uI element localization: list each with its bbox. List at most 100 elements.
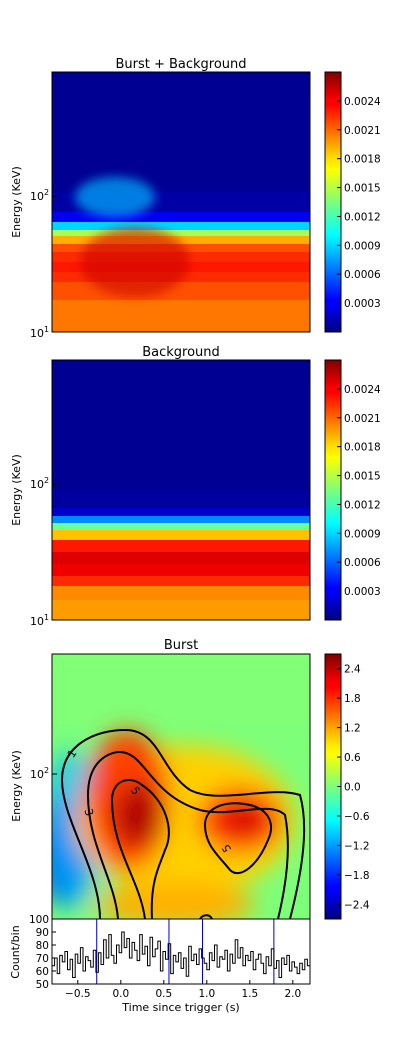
colorbar-tick-label: 0.6	[344, 752, 361, 764]
y-tick-label: 80	[36, 940, 49, 952]
colorbar-tick-label: 0.0012	[344, 499, 381, 511]
colorbar-tick-label: 0.0018	[344, 442, 381, 454]
svg-text:102: 102	[30, 766, 49, 781]
p3-heatmap: 1 3 5 5	[52, 654, 310, 919]
colorbar-tick-label: 0.0003	[344, 298, 381, 310]
colorbar-tick-label: 0.0024	[344, 96, 381, 108]
y-tick-label: 50	[36, 979, 49, 991]
contour-small	[199, 914, 213, 919]
p2-ytick-10-base: 10	[30, 615, 44, 628]
burst-background-panel: Burst + Background Energy (KeV) 102 101 …	[10, 57, 381, 340]
p2-ytick-100-base: 10	[30, 478, 44, 491]
heatmap-band	[52, 72, 310, 193]
y-tick-label: 90	[36, 927, 49, 939]
colorbar-tick-label: 2.4	[344, 664, 361, 676]
x-tick-label: −0.5	[65, 988, 91, 1000]
colorbar-tick-label: −1.8	[344, 870, 370, 882]
svg-text:101: 101	[30, 613, 49, 628]
heatmap-band	[52, 540, 310, 553]
heatmap-band	[52, 552, 310, 565]
p2-ylabel: Energy (KeV)	[10, 454, 23, 526]
p4-count-line	[52, 931, 310, 978]
colorbar-tick-label: 0.0003	[344, 586, 381, 598]
heatmap-band	[52, 222, 310, 231]
heatmap-band	[52, 523, 310, 531]
colorbar-tick-label: 0.0012	[344, 211, 381, 223]
colorbar-tick-label: −2.4	[344, 899, 370, 911]
p2-colorbar: 0.0003 0.0006 0.0009 0.0012 0.0015 0.0018 0.00…	[324, 359, 381, 621]
colorbar-tick-label: 0.0009	[344, 240, 381, 252]
p1-ytick-100-exp: 2	[44, 188, 49, 197]
colorbar-tick-label: 0.0024	[344, 384, 381, 396]
p3-ytick-100-base: 10	[30, 768, 44, 781]
p2-heatmap	[52, 360, 310, 620]
p3-ytick-100: 102	[30, 766, 57, 781]
contour-1	[60, 728, 306, 919]
p3-ytick-100-exp: 2	[44, 766, 49, 775]
p4-axes-bg	[52, 919, 310, 984]
panel3-title: Burst	[164, 638, 198, 653]
p1-ytick-100-base: 10	[30, 190, 44, 203]
p4-xticks: −0.5 0.0 0.5 1.0 1.5 2.0	[65, 980, 301, 1000]
heatmap-band	[52, 508, 310, 517]
p1-ytick-10-base: 10	[30, 327, 44, 340]
colorbar-tick-label: −1.2	[344, 840, 370, 852]
p4-xlabel: Time since trigger (s)	[121, 1001, 239, 1014]
colorbar-tick-label: 0.0018	[344, 154, 381, 166]
heatmap-band	[52, 230, 310, 237]
colorbar-tick-label: 1.8	[344, 693, 361, 705]
contour-label-3: 3	[81, 807, 95, 817]
heatmap-band	[52, 600, 310, 620]
p1-ylabel: Energy (KeV)	[10, 166, 23, 238]
panel1-title: Burst + Background	[115, 57, 246, 72]
background-panel: Background Energy (KeV) 102 101 0.00030.…	[10, 345, 381, 628]
p1-heatmap	[52, 72, 310, 332]
p3-colorbar: −2.4 −1.8 −1.2 −0.6 0.0 0.6 1.2 1.8 2.4	[324, 653, 370, 920]
x-tick-label: 1.0	[198, 988, 215, 1000]
colorbar-gradient	[324, 71, 342, 333]
burst-panel: Burst 1 3 5 5 Energy (	[10, 638, 370, 920]
p2-axes-frame	[51, 359, 311, 621]
heatmap-band	[52, 564, 310, 577]
p4-axes-frame	[51, 918, 311, 985]
p1-colorbar: 0.0003 0.0006 0.0009 0.0012 0.0015 0.0018 0.00…	[324, 71, 381, 333]
heatmap-band	[52, 300, 310, 332]
heatmap-band	[52, 282, 310, 301]
heatmap-band	[52, 360, 310, 491]
y-tick-label: 100	[29, 914, 49, 926]
colorbar-tick-label: −0.6	[344, 811, 370, 823]
colorbar-tick-label: 0.0021	[344, 125, 381, 137]
heatmap-band	[52, 586, 310, 601]
x-tick-label: 0.0	[112, 988, 129, 1000]
p4-ylabel: Count/bin	[9, 925, 22, 978]
burst-hotspot	[80, 227, 190, 297]
p3-hot-left-core	[114, 783, 162, 847]
y-tick-label: 60	[36, 966, 49, 978]
p1-ytick-10-exp: 1	[44, 325, 49, 334]
x-tick-label: 2.0	[284, 988, 301, 1000]
svg-text:101: 101	[30, 325, 49, 340]
contour-3	[86, 750, 289, 919]
p3-warm-bottom	[95, 883, 255, 919]
heatmap-band	[52, 490, 310, 509]
heatmap-band	[52, 576, 310, 587]
p3-upper-field	[52, 654, 310, 724]
contour-5-right	[203, 802, 272, 875]
p2-ytick-10-exp: 1	[44, 613, 49, 622]
svg-text:102: 102	[30, 476, 49, 491]
colorbar-tick-label: 0.0006	[344, 557, 381, 569]
contour-5-left	[110, 779, 170, 919]
x-tick-label: 1.5	[241, 988, 258, 1000]
burst-extension	[75, 177, 155, 217]
colorbar-tick-label: 0.0	[344, 782, 361, 794]
y-tick-label: 70	[36, 953, 49, 965]
p1-axes-frame	[51, 71, 311, 333]
p2-ytick-100: 102	[30, 476, 57, 491]
p1-ytick-10: 101	[30, 325, 49, 340]
heatmap-band	[52, 516, 310, 524]
colorbar-tick-label: 0.0015	[344, 183, 381, 195]
heatmap-band	[52, 530, 310, 541]
p3-ylabel: Energy (KeV)	[10, 750, 23, 822]
